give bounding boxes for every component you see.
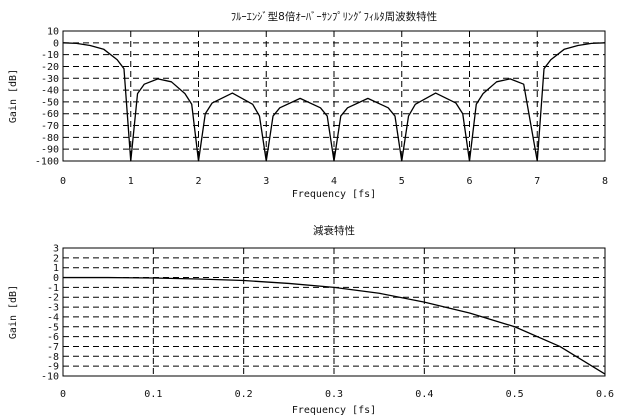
y-tick-label: 3 (53, 244, 59, 255)
plot-frame (62, 247, 606, 377)
series-line (62, 42, 606, 162)
chart-frequency-response: ﾌﾙｰｴﾝｼﾞ型8倍ｵｰﾊﾞｰｻﾝﾌﾟﾘﾝｸﾞﾌｨﾙﾀ周波数特性100-10-2… (8, 10, 608, 200)
y-tick-label: -2 (47, 293, 59, 304)
x-tick-label: 0.4 (415, 389, 433, 400)
y-tick-label: -30 (41, 74, 59, 85)
y-tick-label: -60 (41, 109, 59, 120)
x-tick-label: 0 (60, 176, 66, 187)
y-tick-label: -80 (41, 133, 59, 144)
y-tick-label: -20 (41, 62, 59, 73)
y-tick-label: -100 (35, 157, 59, 168)
x-axis-label: Frequency [fs] (292, 189, 376, 200)
y-tick-label: -50 (41, 97, 59, 108)
y-tick-label: -5 (47, 322, 59, 333)
y-tick-label: -10 (41, 372, 59, 383)
y-tick-label: 0 (53, 273, 59, 284)
y-tick-label: -3 (47, 303, 59, 314)
chart-title: 減衰特性 (313, 224, 355, 237)
x-tick-label: 0 (60, 389, 66, 400)
y-tick-label: 1 (53, 263, 59, 274)
y-tick-label: 2 (53, 253, 59, 264)
y-tick-label: -90 (41, 145, 59, 156)
x-tick-label: 3 (263, 176, 269, 187)
y-tick-label: -6 (47, 332, 59, 343)
series-line (63, 276, 606, 375)
y-tick-label: -70 (41, 121, 59, 132)
y-tick-label: -40 (41, 86, 59, 97)
y-tick-label: -9 (47, 362, 59, 373)
x-tick-label: 4 (331, 176, 337, 187)
x-tick-label: 8 (602, 176, 608, 187)
x-tick-label: 2 (195, 176, 201, 187)
y-tick-label: -8 (47, 352, 59, 363)
x-tick-label: 0.2 (235, 389, 253, 400)
y-axis-label: Gain [dB] (8, 69, 19, 123)
x-tick-label: 0.1 (144, 389, 162, 400)
x-axis-label: Frequency [fs] (292, 405, 376, 416)
chart-title: ﾌﾙｰｴﾝｼﾞ型8倍ｵｰﾊﾞｰｻﾝﾌﾟﾘﾝｸﾞﾌｨﾙﾀ周波数特性 (231, 10, 437, 23)
x-tick-label: 1 (128, 176, 134, 187)
y-axis-label: Gain [dB] (8, 285, 19, 339)
x-tick-label: 0.5 (506, 389, 524, 400)
y-tick-label: 0 (53, 38, 59, 49)
x-tick-label: 0.6 (596, 389, 614, 400)
y-tick-label: -1 (47, 283, 59, 294)
y-tick-label: -10 (41, 50, 59, 61)
x-tick-label: 5 (399, 176, 405, 187)
y-tick-label: 10 (47, 27, 59, 38)
x-tick-label: 0.3 (325, 389, 343, 400)
y-tick-label: -4 (47, 312, 59, 323)
x-tick-label: 7 (534, 176, 540, 187)
x-tick-label: 6 (466, 176, 472, 187)
y-tick-label: -7 (47, 342, 59, 353)
